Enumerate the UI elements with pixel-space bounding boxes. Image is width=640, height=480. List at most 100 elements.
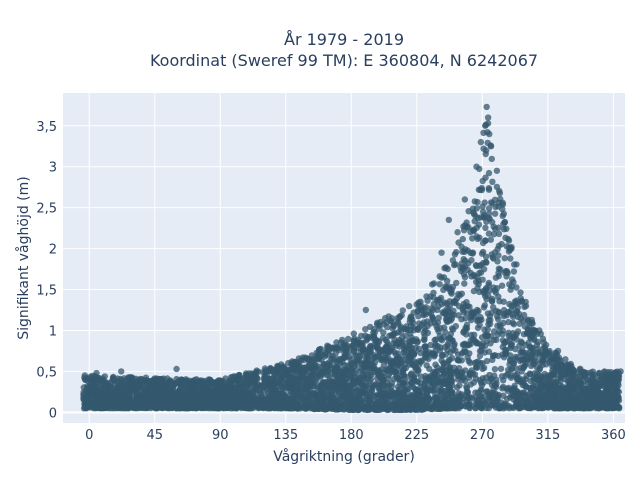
data-point	[372, 405, 379, 412]
data-point	[498, 240, 505, 248]
data-point	[459, 304, 466, 311]
data-point	[328, 379, 335, 386]
data-point	[406, 302, 413, 310]
data-point	[464, 389, 471, 396]
data-point	[516, 320, 523, 327]
data-point	[431, 389, 438, 396]
data-point	[514, 328, 522, 335]
data-point	[352, 370, 359, 377]
data-points	[80, 103, 624, 414]
data-point	[503, 273, 510, 280]
data-point	[496, 404, 504, 412]
data-point	[333, 339, 340, 346]
data-point	[447, 389, 455, 396]
data-point	[436, 281, 443, 288]
data-point	[489, 295, 496, 303]
data-point	[489, 356, 496, 363]
data-point	[539, 335, 547, 342]
data-point	[384, 366, 391, 373]
data-point	[455, 390, 463, 397]
data-point	[474, 340, 481, 347]
data-point	[529, 349, 537, 357]
data-point	[319, 351, 326, 359]
data-point	[95, 378, 103, 385]
data-point	[533, 376, 541, 383]
data-point	[269, 368, 276, 375]
data-point	[477, 186, 484, 193]
data-point	[424, 393, 432, 400]
data-point	[519, 349, 527, 356]
data-point	[455, 291, 462, 298]
data-point	[157, 379, 164, 386]
data-point	[484, 129, 491, 136]
data-point	[601, 368, 608, 375]
data-point	[588, 384, 595, 391]
data-point	[467, 381, 474, 388]
data-point	[485, 205, 493, 212]
data-point	[230, 376, 238, 384]
data-point	[150, 385, 157, 393]
data-point	[566, 369, 573, 377]
data-point	[495, 316, 502, 323]
data-point	[575, 386, 582, 394]
data-point	[499, 385, 506, 392]
data-point	[436, 273, 443, 280]
data-point	[405, 338, 412, 345]
data-point	[414, 378, 421, 385]
data-point	[383, 319, 390, 326]
data-point	[342, 382, 350, 389]
data-point	[425, 355, 432, 363]
data-point	[479, 365, 486, 373]
data-point	[400, 349, 408, 356]
data-point	[350, 347, 358, 354]
data-point	[362, 326, 369, 333]
data-point	[156, 386, 163, 394]
data-point	[166, 402, 174, 409]
data-point	[485, 169, 493, 177]
data-point	[432, 348, 439, 355]
chart-title-line2: Koordinat (Sweref 99 TM): E 360804, N 62…	[150, 51, 538, 70]
data-point	[449, 257, 457, 264]
data-point	[454, 356, 461, 364]
data-point	[343, 403, 350, 410]
data-point	[470, 311, 477, 318]
data-point	[137, 401, 145, 408]
data-point	[366, 394, 373, 401]
data-point	[488, 381, 496, 389]
data-point	[484, 388, 491, 395]
data-point	[509, 276, 516, 283]
data-point	[455, 239, 462, 246]
data-point	[213, 382, 221, 390]
data-point	[384, 324, 391, 331]
data-point	[391, 330, 398, 337]
data-point	[249, 393, 256, 400]
data-point	[421, 336, 428, 343]
data-point	[379, 334, 387, 341]
data-point	[481, 199, 488, 206]
data-point	[440, 364, 447, 371]
data-point	[482, 224, 489, 231]
data-point	[564, 378, 571, 385]
data-point	[385, 341, 392, 349]
data-point	[483, 296, 490, 303]
data-point	[458, 369, 465, 377]
data-point	[422, 304, 430, 311]
data-point	[533, 364, 541, 371]
data-point	[406, 398, 413, 406]
data-point	[562, 356, 569, 363]
chart-title-line1: År 1979 - 2019	[284, 30, 404, 49]
data-point	[226, 383, 233, 391]
data-point	[513, 261, 520, 268]
data-point	[123, 404, 130, 411]
data-point	[445, 308, 452, 316]
data-point	[437, 384, 444, 392]
data-point	[479, 208, 487, 215]
data-point	[329, 344, 336, 351]
data-point	[506, 405, 513, 412]
data-point	[392, 390, 399, 397]
data-point	[465, 260, 472, 267]
data-point	[510, 268, 518, 275]
data-point	[153, 405, 160, 412]
data-point	[484, 326, 491, 333]
data-point	[610, 372, 618, 379]
